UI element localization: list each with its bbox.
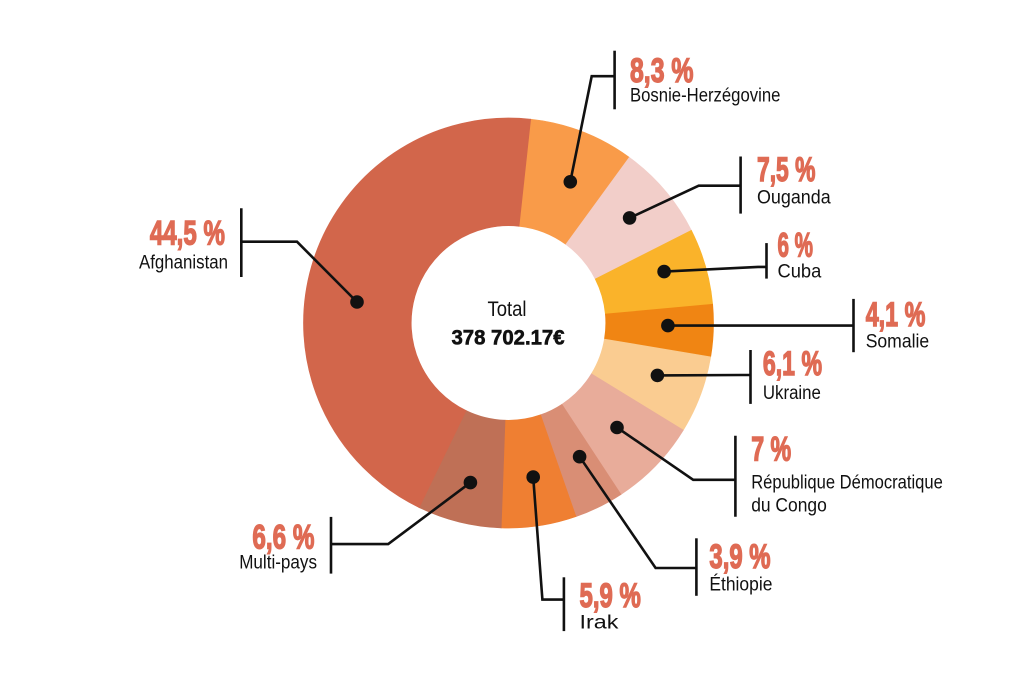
svg-text:Cuba: Cuba	[778, 262, 822, 283]
svg-text:du Congo: du Congo	[751, 495, 827, 516]
svg-text:7 %: 7 %	[751, 430, 791, 468]
svg-text:3,9 %: 3,9 %	[709, 538, 770, 576]
svg-text:44,5 %: 44,5 %	[150, 214, 225, 252]
svg-text:378 702.17€: 378 702.17€	[452, 326, 565, 350]
svg-text:4,1 %: 4,1 %	[866, 296, 926, 334]
svg-text:Somalie: Somalie	[866, 332, 930, 353]
svg-text:Éthiopie: Éthiopie	[709, 575, 772, 596]
svg-text:Ouganda: Ouganda	[757, 188, 831, 209]
svg-text:6,6 %: 6,6 %	[252, 519, 314, 557]
svg-text:Bosnie-Herzégovine: Bosnie-Herzégovine	[630, 86, 780, 107]
svg-text:Total: Total	[488, 298, 527, 321]
svg-text:Ukraine: Ukraine	[763, 383, 821, 404]
svg-text:8,3 %: 8,3 %	[630, 52, 694, 90]
svg-text:Afghanistan: Afghanistan	[139, 253, 228, 274]
svg-text:7,5 %: 7,5 %	[757, 151, 815, 189]
svg-text:5,9 %: 5,9 %	[580, 577, 641, 615]
svg-text:Multi-pays: Multi-pays	[239, 553, 317, 574]
svg-text:6,1 %: 6,1 %	[763, 345, 822, 383]
svg-text:République Démocratique: République Démocratique	[751, 473, 943, 494]
svg-text:6 %: 6 %	[778, 226, 814, 264]
svg-text:Irak: Irak	[580, 613, 619, 634]
